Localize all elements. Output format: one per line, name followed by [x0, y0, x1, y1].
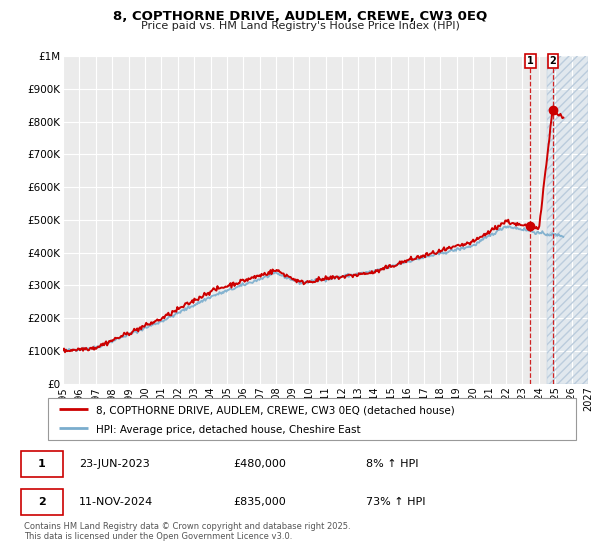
Text: 8, COPTHORNE DRIVE, AUDLEM, CREWE, CW3 0EQ (detached house): 8, COPTHORNE DRIVE, AUDLEM, CREWE, CW3 0…: [95, 405, 454, 415]
Text: £835,000: £835,000: [234, 497, 287, 507]
Text: 11-NOV-2024: 11-NOV-2024: [79, 497, 154, 507]
Text: 1: 1: [527, 56, 533, 66]
Text: HPI: Average price, detached house, Cheshire East: HPI: Average price, detached house, Ches…: [95, 424, 360, 435]
FancyBboxPatch shape: [48, 398, 576, 440]
Text: 2: 2: [550, 56, 556, 66]
Bar: [547, 56, 588, 384]
Text: 8% ↑ HPI: 8% ↑ HPI: [366, 459, 419, 469]
Text: 2: 2: [38, 497, 46, 507]
Bar: [547, 56, 588, 384]
Text: 73% ↑ HPI: 73% ↑ HPI: [366, 497, 426, 507]
Text: Price paid vs. HM Land Registry's House Price Index (HPI): Price paid vs. HM Land Registry's House …: [140, 21, 460, 31]
Text: £480,000: £480,000: [234, 459, 287, 469]
Text: 8, COPTHORNE DRIVE, AUDLEM, CREWE, CW3 0EQ: 8, COPTHORNE DRIVE, AUDLEM, CREWE, CW3 0…: [113, 10, 487, 22]
FancyBboxPatch shape: [21, 488, 62, 515]
Text: 1: 1: [38, 459, 46, 469]
Text: 23-JUN-2023: 23-JUN-2023: [79, 459, 150, 469]
FancyBboxPatch shape: [21, 451, 62, 477]
Text: Contains HM Land Registry data © Crown copyright and database right 2025.
This d: Contains HM Land Registry data © Crown c…: [24, 522, 350, 542]
